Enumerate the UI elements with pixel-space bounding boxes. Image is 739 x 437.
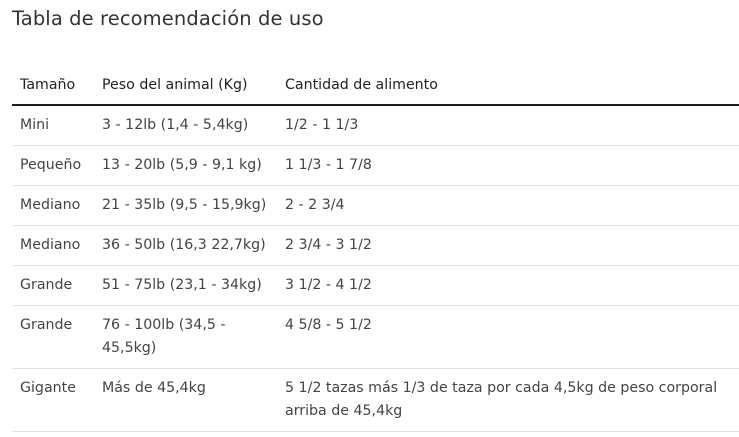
page-title: Tabla de recomendación de uso xyxy=(12,7,324,30)
cell-size: Gigante xyxy=(12,368,94,432)
cell-weight: 13 - 20lb (5,9 - 9,1 kg) xyxy=(94,145,277,186)
cell-amount: 3 1/2 - 4 1/2 xyxy=(277,265,739,306)
header-animal-weight: Peso del animal (Kg) xyxy=(94,66,277,106)
cell-amount: 1/2 - 1 1/3 xyxy=(277,105,739,146)
cell-amount: 5 1/2 tazas más 1/3 de taza por cada 4,5… xyxy=(277,368,739,432)
cell-size: Grande xyxy=(12,305,94,369)
cell-weight: Más de 45,4kg xyxy=(94,368,277,432)
cell-size: Pequeño xyxy=(12,145,94,186)
header-food-amount: Cantidad de alimento xyxy=(277,66,739,106)
table-row: Mediano 36 - 50lb (16,3 22,7kg) 2 3/4 - … xyxy=(12,225,739,266)
cell-amount: 1 1/3 - 1 7/8 xyxy=(277,145,739,186)
usage-recommendation-table: Tamaño Peso del animal (Kg) Cantidad de … xyxy=(12,66,739,432)
table-header-row: Tamaño Peso del animal (Kg) Cantidad de … xyxy=(12,66,739,106)
cell-amount: 4 5/8 - 5 1/2 xyxy=(277,305,739,369)
cell-amount: 2 - 2 3/4 xyxy=(277,185,739,226)
table-row: Pequeño 13 - 20lb (5,9 - 9,1 kg) 1 1/3 -… xyxy=(12,145,739,186)
table-row: Grande 76 - 100lb (34,5 - 45,5kg) 4 5/8 … xyxy=(12,305,739,369)
cell-weight: 21 - 35lb (9,5 - 15,9kg) xyxy=(94,185,277,226)
cell-weight: 3 - 12lb (1,4 - 5,4kg) xyxy=(94,105,277,146)
table-row: Grande 51 - 75lb (23,1 - 34kg) 3 1/2 - 4… xyxy=(12,265,739,306)
cell-weight: 36 - 50lb (16,3 22,7kg) xyxy=(94,225,277,266)
header-size: Tamaño xyxy=(12,66,94,106)
table-row: Mini 3 - 12lb (1,4 - 5,4kg) 1/2 - 1 1/3 xyxy=(12,105,739,146)
table-row: Gigante Más de 45,4kg 5 1/2 tazas más 1/… xyxy=(12,368,739,432)
cell-size: Mini xyxy=(12,105,94,146)
cell-size: Grande xyxy=(12,265,94,306)
cell-amount: 2 3/4 - 3 1/2 xyxy=(277,225,739,266)
cell-weight: 51 - 75lb (23,1 - 34kg) xyxy=(94,265,277,306)
cell-size: Mediano xyxy=(12,185,94,226)
cell-size: Mediano xyxy=(12,225,94,266)
table-row: Mediano 21 - 35lb (9,5 - 15,9kg) 2 - 2 3… xyxy=(12,185,739,226)
cell-weight: 76 - 100lb (34,5 - 45,5kg) xyxy=(94,305,277,369)
